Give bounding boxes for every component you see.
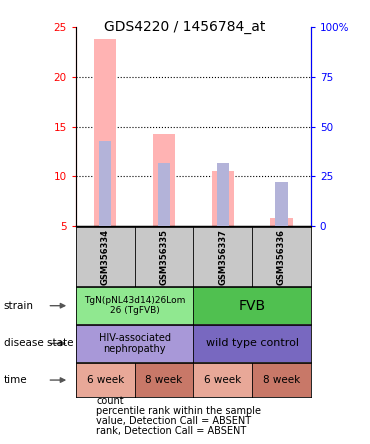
Text: rank, Detection Call = ABSENT: rank, Detection Call = ABSENT — [96, 426, 246, 436]
Text: FVB: FVB — [239, 299, 266, 313]
Bar — [212, 171, 234, 226]
Bar — [99, 141, 111, 226]
Text: GDS4220 / 1456784_at: GDS4220 / 1456784_at — [104, 20, 266, 34]
Text: 6 week: 6 week — [87, 375, 124, 385]
Bar — [158, 163, 170, 226]
Text: disease state: disease state — [4, 338, 73, 349]
Bar — [153, 134, 175, 226]
Text: percentile rank within the sample: percentile rank within the sample — [96, 406, 261, 416]
Text: 8 week: 8 week — [263, 375, 300, 385]
Bar — [275, 182, 287, 226]
Bar — [270, 218, 293, 226]
Text: strain: strain — [4, 301, 34, 311]
Text: GSM356336: GSM356336 — [277, 229, 286, 285]
Text: HIV-associated
nephropathy: HIV-associated nephropathy — [98, 333, 171, 354]
Text: TgN(pNL43d14)26Lom
26 (TgFVB): TgN(pNL43d14)26Lom 26 (TgFVB) — [84, 296, 185, 315]
Text: 8 week: 8 week — [145, 375, 182, 385]
Bar — [94, 39, 117, 226]
Bar — [216, 163, 229, 226]
Text: GSM356335: GSM356335 — [159, 229, 168, 285]
Text: GSM356337: GSM356337 — [218, 229, 227, 285]
Text: wild type control: wild type control — [206, 338, 299, 349]
Text: GSM356334: GSM356334 — [101, 229, 110, 285]
Text: value, Detection Call = ABSENT: value, Detection Call = ABSENT — [96, 416, 251, 426]
Text: 6 week: 6 week — [204, 375, 241, 385]
Text: count: count — [96, 396, 124, 406]
Text: time: time — [4, 375, 27, 385]
